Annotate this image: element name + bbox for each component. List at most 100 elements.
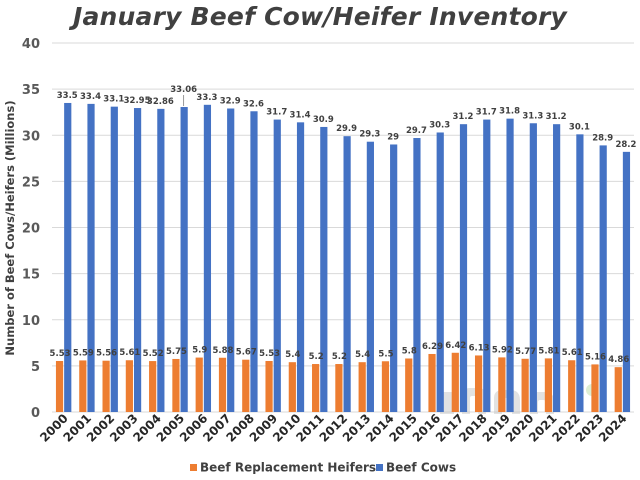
legend-label-heifers: Beef Replacement Heifers	[200, 461, 376, 475]
y-tick-label: 20	[22, 222, 40, 237]
chart-title: January Beef Cow/Heifer Inventory	[72, 2, 568, 31]
data-label-cows-2007: 32.9	[220, 96, 241, 106]
bar-heifers-2016	[428, 353, 436, 412]
bar-heifers-2008	[242, 359, 250, 412]
bar-cows-2018	[483, 119, 491, 412]
data-label-cows-2008: 32.6	[243, 99, 264, 109]
data-label-heifers-2000: 5.53	[50, 349, 71, 359]
bar-heifers-2005	[172, 358, 180, 412]
data-label-heifers-2013: 5.4	[355, 350, 370, 360]
data-label-heifers-2020: 5.77	[515, 347, 536, 357]
legend-swatch-cows	[376, 464, 383, 471]
legend-swatch-heifers	[190, 464, 197, 471]
bar-cows-2008	[250, 111, 258, 412]
data-label-cows-2022: 30.1	[569, 122, 590, 132]
data-label-cows-2024: 28.2	[615, 140, 636, 150]
data-label-heifers-2019: 5.92	[492, 345, 513, 355]
data-label-cows-2015: 29.7	[406, 126, 427, 136]
bar-heifers-2012	[335, 364, 343, 412]
data-label-heifers-2024: 4.86	[608, 355, 629, 365]
data-label-heifers-2002: 5.56	[96, 349, 117, 359]
data-label-heifers-2011: 5.2	[309, 352, 324, 362]
data-label-cows-2021: 31.2	[546, 112, 567, 122]
y-tick-label: 15	[22, 268, 40, 283]
bar-heifers-2020	[521, 358, 529, 412]
bar-heifers-2002	[102, 360, 110, 412]
bar-heifers-2007	[218, 357, 227, 412]
data-label-cows-2001: 33.4	[80, 92, 101, 102]
bar-heifers-2022	[568, 360, 576, 412]
data-label-cows-2014: 29	[387, 132, 399, 142]
bar-heifers-2001	[79, 360, 87, 412]
bar-cows-2017	[459, 124, 468, 413]
y-axis-ticks: 0 5 10 15 20 25 30 35 40	[22, 37, 40, 421]
data-label-heifers-2004: 5.52	[143, 349, 164, 359]
data-label-cows-2002: 33.1	[103, 95, 124, 105]
bars	[55, 102, 631, 413]
bar-cows-2000	[64, 102, 72, 413]
data-label-heifers-2009: 5.53	[259, 349, 280, 359]
x-axis-ticks: 2000200120022003200420052006200720082009…	[37, 411, 629, 445]
bar-heifers-2023	[591, 364, 599, 412]
data-label-cows-2005: 33.06	[170, 85, 197, 95]
y-tick-label: 35	[22, 83, 40, 98]
data-label-heifers-2018: 6.13	[469, 343, 490, 353]
data-label-cows-2019: 31.8	[499, 107, 520, 117]
bar-heifers-2021	[544, 358, 553, 412]
bar-heifers-2010	[288, 362, 296, 412]
data-label-cows-2013: 29.3	[359, 130, 380, 140]
data-label-cows-2000: 33.5	[57, 91, 78, 101]
data-label-cows-2010: 31.4	[290, 110, 311, 120]
bar-cows-2020	[529, 123, 537, 412]
bar-cows-2019	[506, 118, 514, 413]
bar-cows-2001	[87, 103, 95, 412]
bar-cows-2021	[553, 124, 561, 413]
y-tick-label: 40	[22, 37, 40, 52]
data-label-heifers-2022: 5.61	[562, 348, 583, 358]
bar-heifers-2024	[614, 367, 622, 412]
bar-cows-2006	[203, 104, 212, 413]
data-label-heifers-2023: 5.16	[585, 352, 606, 362]
data-label-heifers-2016: 6.29	[422, 342, 443, 352]
data-label-heifers-2006: 5.9	[192, 346, 207, 356]
data-label-heifers-2005: 5.75	[166, 347, 187, 357]
data-label-cows-2012: 29.9	[336, 124, 357, 134]
bar-heifers-2018	[474, 355, 483, 412]
bar-cows-2015	[413, 138, 421, 412]
bar-heifers-2013	[358, 362, 366, 412]
data-label-cows-2006: 33.3	[196, 93, 217, 103]
bar-cows-2010	[296, 122, 305, 413]
bar-cows-2007	[227, 108, 235, 412]
data-label-heifers-2021: 5.81	[538, 346, 559, 356]
bar-cows-2014	[390, 144, 398, 412]
y-tick-label: 5	[31, 360, 40, 375]
bar-cows-2011	[320, 126, 328, 412]
gridlines	[52, 42, 634, 413]
data-label-cows-2017: 31.2	[453, 112, 474, 122]
y-axis-label: Number of Beef Cows/Heifers (Millions)	[3, 100, 17, 355]
data-label-cows-2023: 28.9	[592, 133, 613, 143]
bar-cows-2022	[576, 134, 584, 412]
y-tick-label: 10	[22, 314, 40, 329]
data-label-heifers-2001: 5.59	[73, 348, 94, 358]
data-label-cows-2020: 31.3	[522, 111, 543, 121]
bar-cows-2009	[273, 119, 281, 412]
y-tick-label: 30	[22, 129, 40, 144]
data-label-cows-2009: 31.7	[266, 108, 287, 118]
data-label-cows-2018: 31.7	[476, 108, 497, 118]
bar-heifers-2015	[405, 358, 413, 412]
data-label-cows-2004: 32.86	[147, 97, 174, 107]
data-label-heifers-2015: 5.8	[402, 346, 417, 356]
bar-heifers-2019	[498, 357, 506, 412]
bar-cows-2003	[133, 108, 142, 412]
bar-heifers-2011	[312, 364, 320, 412]
bar-cows-2012	[343, 136, 351, 413]
bar-heifers-2014	[381, 361, 390, 412]
bar-heifers-2017	[451, 352, 459, 412]
bar-heifers-2006	[195, 357, 203, 412]
data-label-heifers-2010: 5.4	[285, 350, 300, 360]
bar-cows-2002	[110, 106, 118, 412]
data-label-heifers-2012: 5.2	[332, 352, 347, 362]
bar-heifers-2003	[125, 360, 133, 412]
